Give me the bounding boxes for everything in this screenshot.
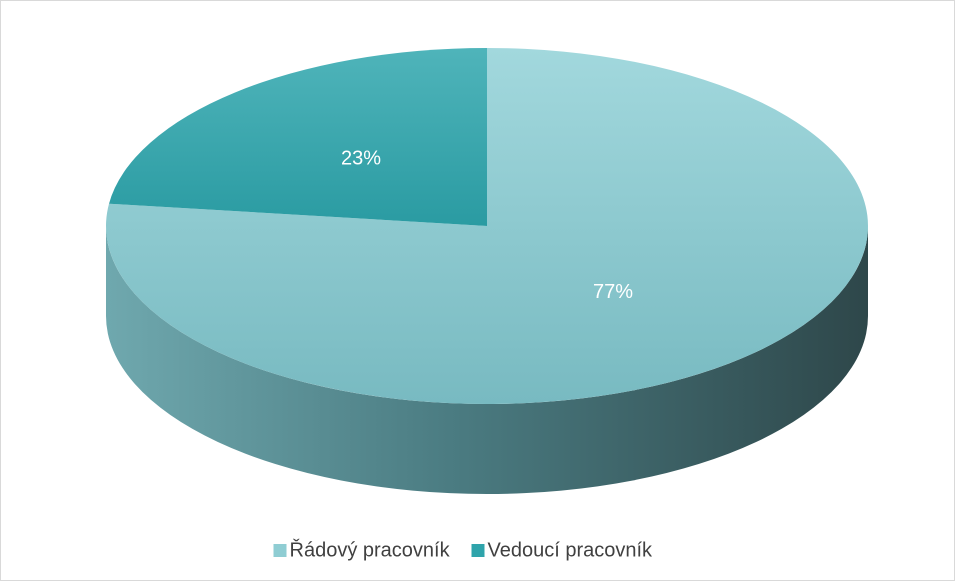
- legend-swatch: [273, 544, 287, 557]
- pie-side: [106, 226, 868, 494]
- pie-slice: [109, 48, 487, 226]
- data-label: 77%: [593, 281, 633, 303]
- legend-label: Řádový pracovník: [290, 538, 451, 561]
- legend-label: Vedoucí pracovník: [488, 539, 654, 561]
- data-label: 23%: [341, 148, 381, 170]
- legend-swatch: [471, 544, 485, 557]
- pie-slice: [105, 48, 868, 404]
